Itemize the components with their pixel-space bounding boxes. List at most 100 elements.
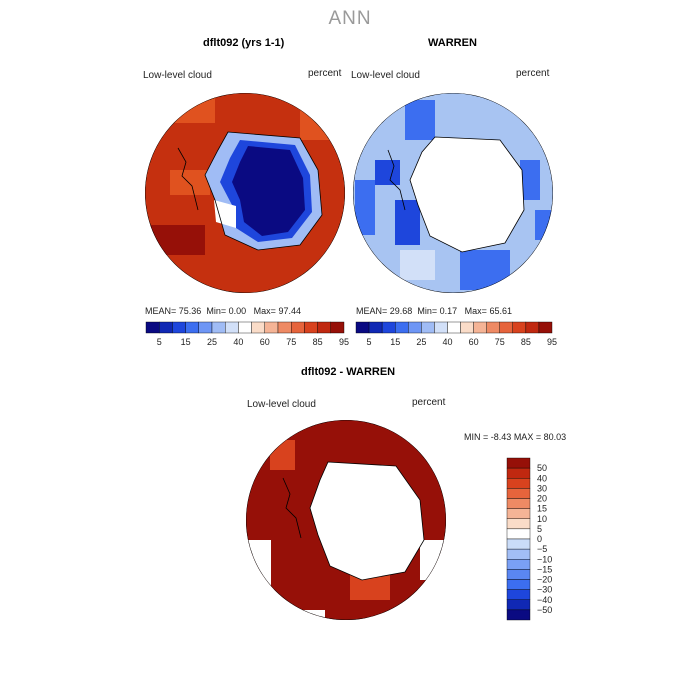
colorbar3-tick-label: 15: [537, 504, 547, 514]
colorbar1-tick-label: 15: [181, 337, 191, 347]
colorbar1-tick-label: 40: [233, 337, 243, 347]
colorbar2-swatch: [395, 321, 409, 334]
panel3-variable: Low-level cloud: [247, 399, 316, 410]
panel2-units: percent: [516, 68, 550, 79]
map2-patch: [395, 200, 420, 245]
colorbar3-swatch: [506, 548, 531, 560]
colorbar3-tick-label: −15: [537, 564, 552, 574]
map-model: [145, 93, 345, 293]
map2-patch: [520, 160, 540, 200]
colorbar1-swatch: [238, 321, 252, 334]
colorbar3-swatch: [506, 579, 531, 590]
colorbar1-swatch: [145, 321, 160, 334]
map1-ice-core: [232, 146, 305, 236]
colorbar1-tick-label: 95: [339, 337, 349, 347]
colorbar1-swatch: [317, 321, 332, 334]
colorbar1-swatch: [198, 321, 213, 334]
panel3-stats: MIN = -8.43 MAX = 80.03: [464, 432, 567, 442]
panel1-units: percent: [308, 68, 342, 79]
panel1-variable: Low-level cloud: [143, 70, 212, 81]
map1-patch-dark: [145, 225, 205, 255]
colorbar2-swatch: [499, 321, 514, 334]
colorbar3-tick-label: −5: [537, 544, 547, 554]
colorbar3-tick-label: −20: [537, 575, 552, 585]
map2-patch: [460, 250, 510, 290]
colorbar-panel2: 5 15 25 40 60 75 85 95: [355, 321, 557, 347]
panel1-title: dflt092 (yrs 1-1): [203, 37, 285, 49]
colorbar2-swatch: [447, 321, 461, 334]
colorbar2-tick-label: 40: [442, 337, 452, 347]
map3-mask: [300, 610, 325, 620]
colorbar3-tick-label: 20: [537, 494, 547, 504]
colorbar-panel1: 5 15 25 40 60 75 85 95: [145, 321, 349, 347]
map3-mask: [420, 540, 446, 580]
colorbar1-swatch: [277, 321, 292, 334]
colorbar1-swatch: [291, 321, 305, 334]
colorbar2-tick-label: 5: [367, 337, 372, 347]
colorbar3-swatch: [506, 538, 531, 550]
map1-peninsula: [177, 147, 199, 211]
colorbar1-swatch: [211, 321, 226, 334]
colorbar3-tick-label: −10: [537, 554, 552, 564]
map2-coastline: [409, 136, 525, 253]
colorbar2-swatch: [368, 321, 383, 334]
colorbar2-swatch: [381, 321, 396, 334]
map1-shelf: [214, 200, 236, 228]
colorbar2-swatch: [486, 321, 500, 334]
map2-patch: [400, 250, 435, 280]
colorbar1-swatch: [172, 321, 186, 334]
colorbar3-tick-label: 30: [537, 483, 547, 493]
colorbar2-tick-label: 85: [521, 337, 531, 347]
colorbar1-swatch: [304, 321, 318, 334]
colorbar3-swatch: [506, 457, 531, 469]
map3-land-mask: [310, 462, 424, 580]
colorbar2-swatch: [512, 321, 527, 334]
map1-patch: [170, 170, 210, 195]
map3-patch: [270, 440, 295, 470]
panel2-stats: MEAN= 29.68 Min= 0.17 Max= 65.61: [356, 306, 512, 316]
colorbar2-swatch: [525, 321, 540, 334]
colorbar1-swatch: [158, 321, 173, 334]
colorbar1-tick-label: 25: [207, 337, 217, 347]
colorbar1-tick-label: 60: [260, 337, 270, 347]
colorbar2-swatch: [460, 321, 474, 334]
colorbar2-swatch: [421, 321, 435, 334]
map1-coastline: [204, 131, 323, 251]
map2-peninsula: [387, 149, 406, 211]
colorbar2-swatch: [408, 321, 422, 334]
map-obs: [353, 93, 553, 293]
colorbar1-swatch: [264, 321, 279, 334]
map2-patch: [405, 100, 435, 140]
panel2-title: WARREN: [428, 37, 477, 49]
map1-patch: [145, 93, 215, 123]
colorbar3-tick-label: −30: [537, 585, 552, 595]
colorbar3-tick-label: −40: [537, 595, 552, 605]
colorbar2-tick-label: 95: [547, 337, 557, 347]
colorbar3-swatch: [506, 498, 531, 509]
colorbar3-tick-label: 5: [537, 524, 542, 534]
colorbar3-swatch: [506, 508, 531, 519]
colorbar1-swatch: [224, 321, 239, 334]
colorbar1-tick-label: 85: [313, 337, 323, 347]
map1-patch: [300, 100, 345, 140]
map2-land-mask: [410, 137, 524, 252]
colorbar3-swatch: [506, 518, 531, 530]
colorbar2-swatch: [434, 321, 448, 334]
colorbar2-swatch: [538, 321, 553, 334]
colorbar1-tick-label: 75: [286, 337, 296, 347]
panel2-variable: Low-level cloud: [351, 70, 420, 81]
panel1-stats: MEAN= 75.36 Min= 0.00 Max= 97.44: [145, 306, 301, 316]
colorbar3-tick-label: 50: [537, 463, 547, 473]
colorbar3-swatch: [506, 589, 531, 600]
colorbar3-swatch: [506, 609, 531, 621]
colorbar1-tick-label: 5: [157, 337, 162, 347]
panel3-title: dflt092 - WARREN: [301, 366, 396, 378]
map-diff: [246, 420, 446, 620]
colorbar3-swatch: [506, 467, 531, 479]
map2-patch: [535, 210, 553, 240]
map3-coastline: [309, 461, 425, 581]
map2-patch: [355, 180, 375, 235]
map3-mask: [246, 540, 271, 610]
